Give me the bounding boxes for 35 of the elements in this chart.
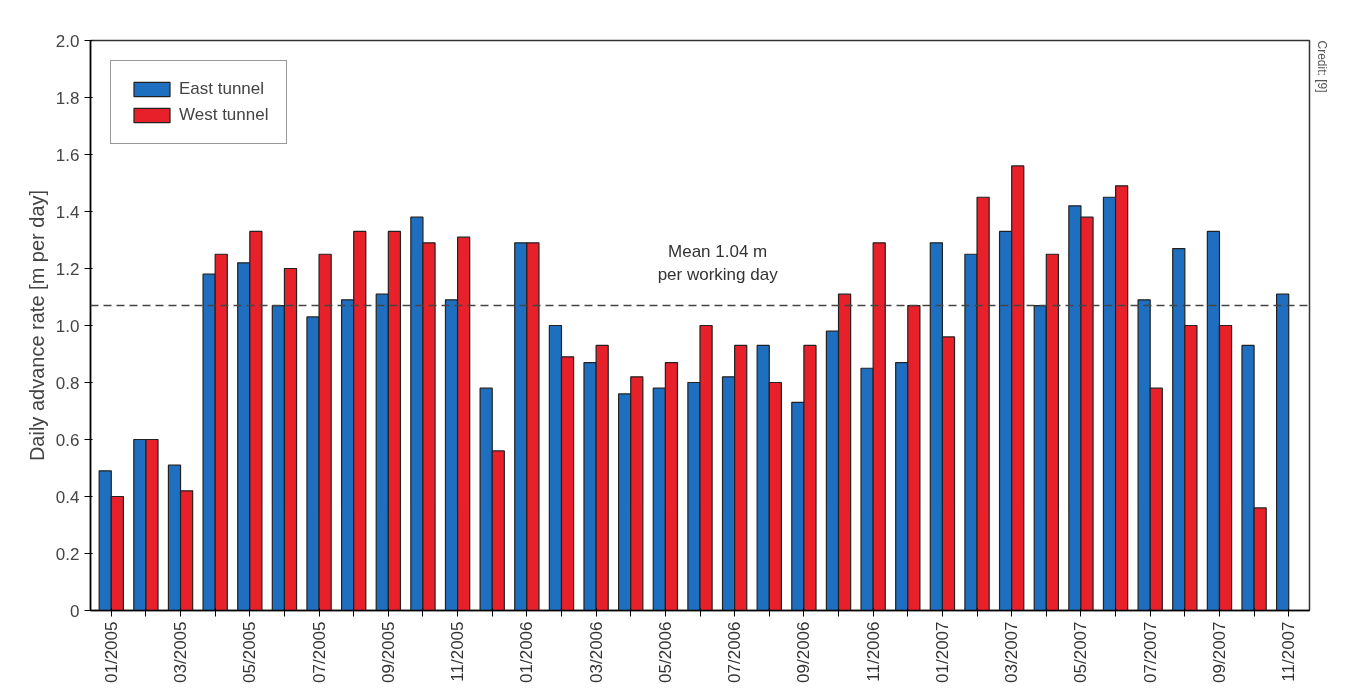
y-tick-label: 1.4: [55, 202, 80, 222]
y-tick-label: 1.6: [55, 145, 80, 165]
legend-label: West tunnel: [179, 105, 269, 125]
x-tick-label: 03/2007: [1002, 621, 1022, 683]
x-tick-label: 05/2007: [1071, 621, 1091, 683]
legend-label: East tunnel: [179, 79, 265, 99]
y-tick-label: 1.8: [55, 88, 80, 108]
x-tick-label: 07/2005: [309, 621, 329, 683]
y-tick-label: 0: [70, 601, 80, 621]
y-tick-label: 1.2: [55, 259, 80, 279]
x-tick-label: 05/2006: [655, 621, 675, 683]
x-tick-label: 09/2005: [378, 621, 398, 683]
x-tick-label: 09/2006: [794, 621, 814, 683]
x-tick-label: 07/2007: [1140, 621, 1160, 683]
x-tick-label: 11/2005: [448, 621, 468, 682]
x-tick-label: 03/2006: [586, 621, 606, 683]
x-tick-label: 11/2006: [863, 621, 883, 682]
x-tick-label: 03/2005: [171, 621, 191, 683]
text: Credit: [9]: [1314, 40, 1329, 93]
y-axis-title: Daily advance rate [m per day]: [25, 189, 48, 462]
x-tick-label: 01/2005: [101, 621, 121, 683]
x-tick-label: 07/2006: [725, 621, 745, 683]
x-tick-label: 11/2007: [1279, 621, 1299, 682]
y-tick-label: 2.0: [55, 31, 80, 51]
x-tick-label: 01/2006: [517, 621, 537, 683]
y-tick-label: 0.4: [55, 487, 80, 507]
y-tick-label: 0.8: [55, 373, 80, 393]
bar: [1276, 293, 1290, 611]
ref-line-label: Mean 1.04 m per working day: [657, 241, 779, 284]
x-tick-label: 09/2007: [1209, 621, 1229, 683]
y-tick-label: 0.2: [55, 544, 80, 564]
y-tick-label: 1.0: [55, 316, 80, 336]
x-tick-label: 01/2007: [932, 621, 952, 683]
x-tick-label: 05/2005: [240, 621, 260, 683]
y-tick-label: 0.6: [55, 430, 80, 450]
